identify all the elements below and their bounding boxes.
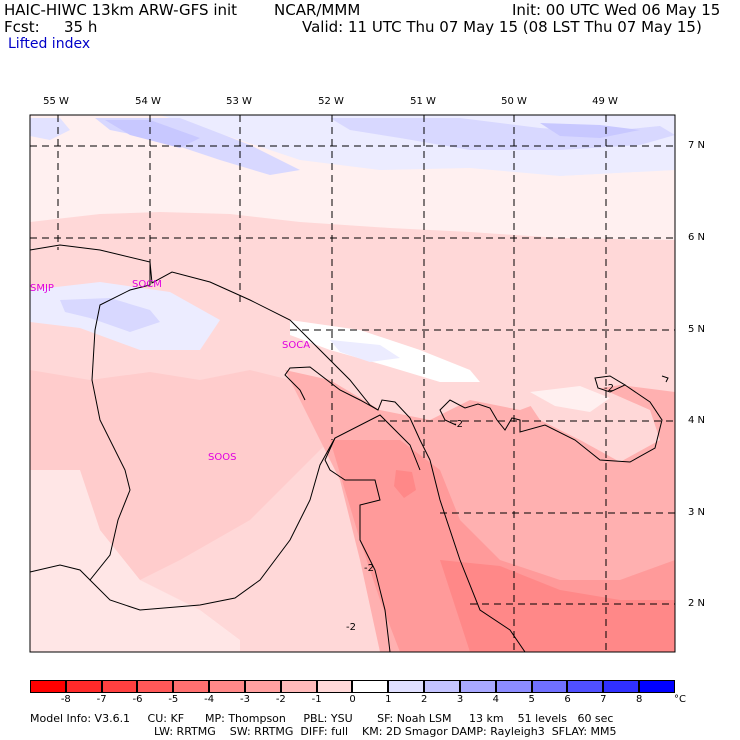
colorbar-cell	[30, 680, 66, 693]
colorbar-tick: 4	[492, 694, 500, 705]
lat-label: 5 N	[688, 324, 706, 335]
fcst-value: 35 h	[64, 18, 98, 36]
model-title: HAIC-HIWC 13km ARW-GFS init	[4, 1, 238, 19]
fcst-label: Fcst:	[4, 18, 40, 36]
lon-label: 49 W	[592, 96, 618, 107]
colorbar-tick: -4	[204, 694, 215, 705]
colorbar-tick: 8	[635, 694, 643, 705]
colorbar-unit: °C	[674, 694, 686, 705]
colorbar-tick: -6	[132, 694, 143, 705]
model-info-line1: Model Info: V3.6.1 CU: KF MP: Thompson P…	[30, 712, 614, 725]
colorbar-cell	[173, 680, 210, 693]
colorbar-cell	[388, 680, 425, 693]
colorbar-cell	[424, 680, 460, 693]
lon-label: 53 W	[226, 96, 252, 107]
colorbar-tick: 6	[564, 694, 571, 705]
colorbar-tick: 7	[600, 694, 607, 705]
colorbar-cell	[65, 680, 102, 693]
contour-label: -2	[604, 383, 614, 394]
colorbar-cell	[531, 680, 568, 693]
model-info-line2: LW: RRTMG SW: RRTMG DIFF: full KM: 2D Sm…	[154, 725, 617, 738]
lat-label: 2 N	[688, 598, 706, 609]
lon-label: 55 W	[43, 96, 69, 107]
init-time: Init: 00 UTC Wed 06 May 15	[512, 1, 721, 19]
lat-label: 7 N	[688, 140, 706, 151]
colorbar-tick: -1	[311, 694, 322, 705]
colorbar	[30, 680, 675, 693]
colorbar-tick: -7	[96, 694, 107, 705]
colorbar-tick: 5	[528, 694, 535, 705]
colorbar-cell	[244, 680, 281, 693]
colorbar-cell	[101, 680, 138, 693]
colorbar-tick: 0	[349, 694, 356, 705]
contour-label: -2	[453, 419, 463, 430]
colorbar-cell	[316, 680, 353, 693]
colorbar-cell	[567, 680, 604, 693]
colorbar-cell	[137, 680, 174, 693]
colorbar-cell	[459, 680, 496, 693]
map-frame	[29, 114, 676, 653]
lat-label: 4 N	[688, 415, 706, 426]
colorbar-cell	[209, 680, 245, 693]
lon-label: 51 W	[410, 96, 436, 107]
lon-label: 54 W	[135, 96, 161, 107]
station-socm: SOCM	[132, 279, 162, 290]
colorbar-tick: 1	[385, 694, 392, 705]
field-name: Lifted index	[8, 36, 91, 52]
latlon-grid	[30, 115, 675, 652]
lat-label: 3 N	[688, 507, 706, 518]
lon-label: 52 W	[318, 96, 344, 107]
lon-label: 50 W	[501, 96, 527, 107]
contour-lines	[439, 375, 669, 463]
colorbar-cell	[495, 680, 532, 693]
lat-label: 6 N	[688, 232, 706, 243]
colorbar-tick: -8	[60, 694, 71, 705]
station-soca: SOCA	[282, 340, 311, 351]
colorbar-cell	[639, 680, 675, 693]
colorbar-tick: -3	[240, 694, 250, 705]
colorbar-tick: 2	[420, 694, 428, 705]
coastline-borders	[29, 244, 526, 653]
colorbar-cell	[352, 680, 389, 693]
colorbar-tick: -2	[275, 694, 286, 705]
colorbar-tick: 3	[456, 694, 464, 705]
contour-label: -2	[364, 563, 374, 574]
station-soos: SOOS	[208, 452, 237, 463]
valid-time: Valid: 11 UTC Thu 07 May 15 (08 LST Thu …	[302, 18, 702, 36]
contour-label: -2	[346, 622, 356, 633]
station-smjp: SMJP	[30, 283, 54, 294]
colorbar-tick: -5	[168, 694, 179, 705]
colorbar-cell	[280, 680, 317, 693]
colorbar-cell	[603, 680, 640, 693]
center-label: NCAR/MMM	[274, 1, 361, 19]
